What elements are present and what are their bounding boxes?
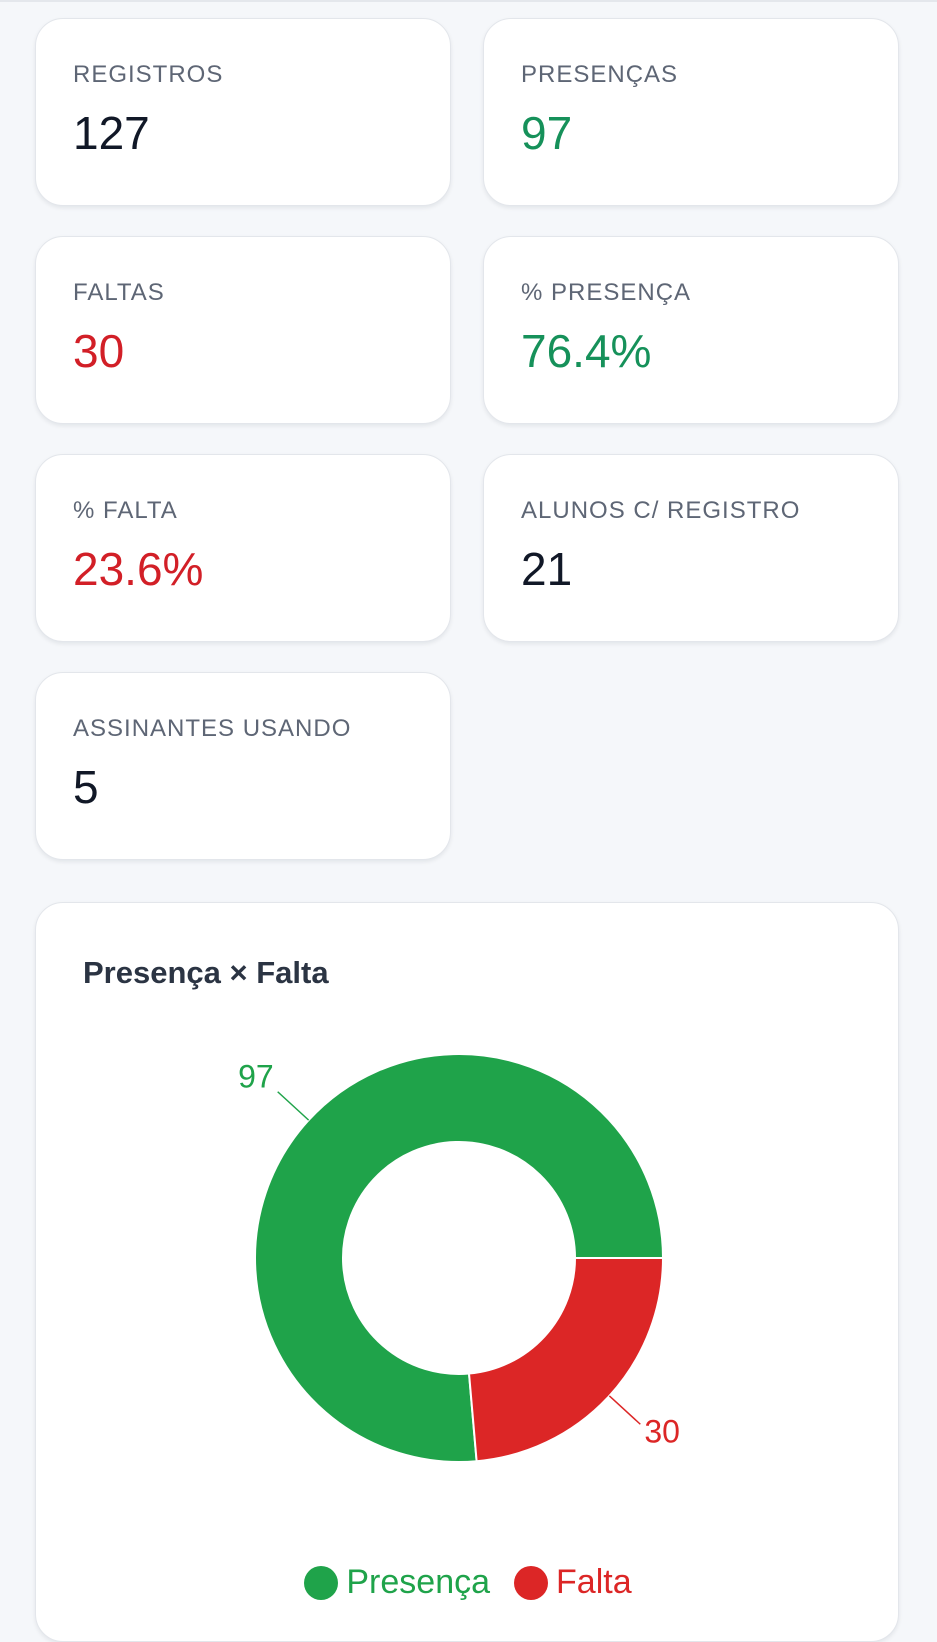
stat-card-percent-falta: % FALTA 23.6% xyxy=(35,454,451,642)
stat-card-assinantes-usando: ASSINANTES USANDO 5 xyxy=(35,672,451,860)
stat-label: FALTAS xyxy=(73,279,165,306)
stat-card-faltas: FALTAS 30 xyxy=(35,236,451,424)
stat-label: REGISTROS xyxy=(73,61,224,88)
stat-value: 5 xyxy=(73,761,99,813)
donut-slice-falta[interactable] xyxy=(467,1257,665,1463)
legend-label: Presença xyxy=(346,1563,491,1601)
chart-card: Presença × Falta 97 30 Presença Falta xyxy=(35,902,899,1642)
stat-card-presencas: PRESENÇAS 97 xyxy=(483,18,899,206)
data-label: 97 xyxy=(238,1059,274,1095)
donut-chart: 97 30 xyxy=(238,1053,680,1463)
donut-slice-presença[interactable] xyxy=(254,1053,665,1463)
stat-value: 23.6% xyxy=(73,543,204,595)
legend-dot-icon xyxy=(304,1565,339,1600)
stat-card-percent-presenca: % PRESENÇA 76.4% xyxy=(483,236,899,424)
legend-label: Falta xyxy=(556,1563,632,1601)
stat-value: 21 xyxy=(521,543,573,595)
stat-label: % PRESENÇA xyxy=(521,279,692,306)
chart-title: Presença × Falta xyxy=(83,955,329,990)
stat-label: ASSINANTES USANDO xyxy=(73,715,352,742)
legend-dot-icon xyxy=(514,1565,549,1600)
stat-value: 97 xyxy=(521,107,573,159)
stat-label: PRESENÇAS xyxy=(521,61,679,88)
stat-label: ALUNOS C/ REGISTRO xyxy=(521,497,801,524)
data-label: 30 xyxy=(644,1413,680,1449)
stat-card-registros: REGISTROS 127 xyxy=(35,18,451,206)
top-divider xyxy=(0,0,937,2)
chart-legend: Presença Falta xyxy=(36,1563,900,1602)
legend-item-falta[interactable]: Falta xyxy=(514,1563,632,1602)
stats-grid: REGISTROS 127 PRESENÇAS 97 FALTAS 30 % P… xyxy=(35,18,899,860)
legend-item-presença[interactable]: Presença xyxy=(304,1563,490,1602)
stat-card-alunos-registro: ALUNOS C/ REGISTRO 21 xyxy=(483,454,899,642)
stat-value: 127 xyxy=(73,107,150,159)
stat-label: % FALTA xyxy=(73,497,178,524)
data-label-line xyxy=(277,1091,310,1121)
stat-value: 76.4% xyxy=(521,325,652,377)
data-label-line xyxy=(608,1395,641,1425)
stat-value: 30 xyxy=(73,325,125,377)
